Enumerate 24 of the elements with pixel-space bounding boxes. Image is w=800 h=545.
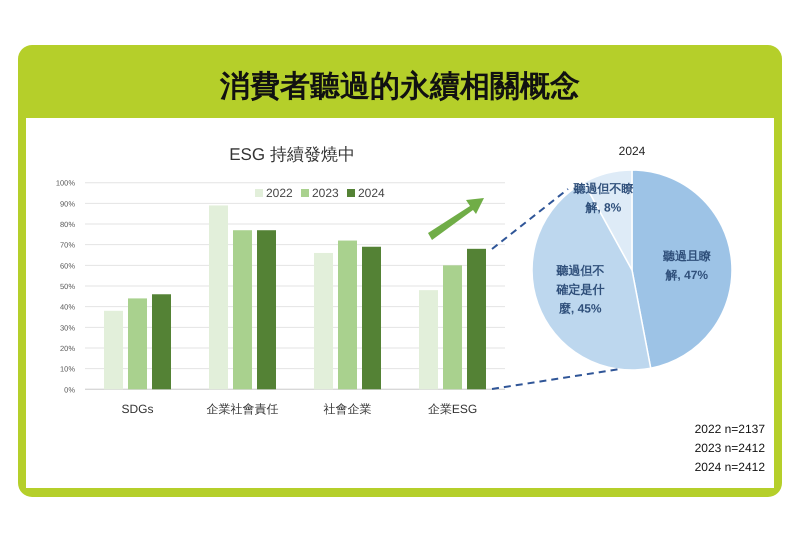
bar (467, 248, 486, 390)
chart-title: 消費者聽過的永續相關概念 (219, 69, 580, 103)
chart-title: 2024 (618, 144, 646, 158)
x-tick-label: 企業ESG (428, 402, 478, 416)
slice-label: 聽過且瞭解, 47% (662, 248, 712, 282)
bar (338, 240, 357, 390)
bar (362, 246, 381, 390)
text: 2023 n=2412 (694, 441, 766, 455)
chart-subtitle: ESG 持續發燒中 (229, 145, 355, 164)
legend-label: 2024 (358, 186, 386, 200)
bar (233, 230, 252, 390)
legend-label: 2022 (266, 186, 294, 200)
bar (128, 298, 147, 390)
bar (152, 294, 171, 390)
text: 2022 n=2137 (694, 422, 766, 436)
x-tick-label: SDGs (121, 402, 154, 416)
text: 2024 n=2412 (694, 460, 766, 474)
bar (443, 265, 462, 390)
x-tick-label: 企業社會責任 (206, 402, 278, 416)
slice-label: 聽過但不瞭解, 8% (572, 181, 634, 214)
slice-label: 聽過但不確定是什麼, 45% (555, 264, 604, 316)
bar (257, 230, 276, 390)
legend-label: 2023 (312, 186, 340, 200)
x-tick-label: 社會企業 (324, 402, 372, 416)
